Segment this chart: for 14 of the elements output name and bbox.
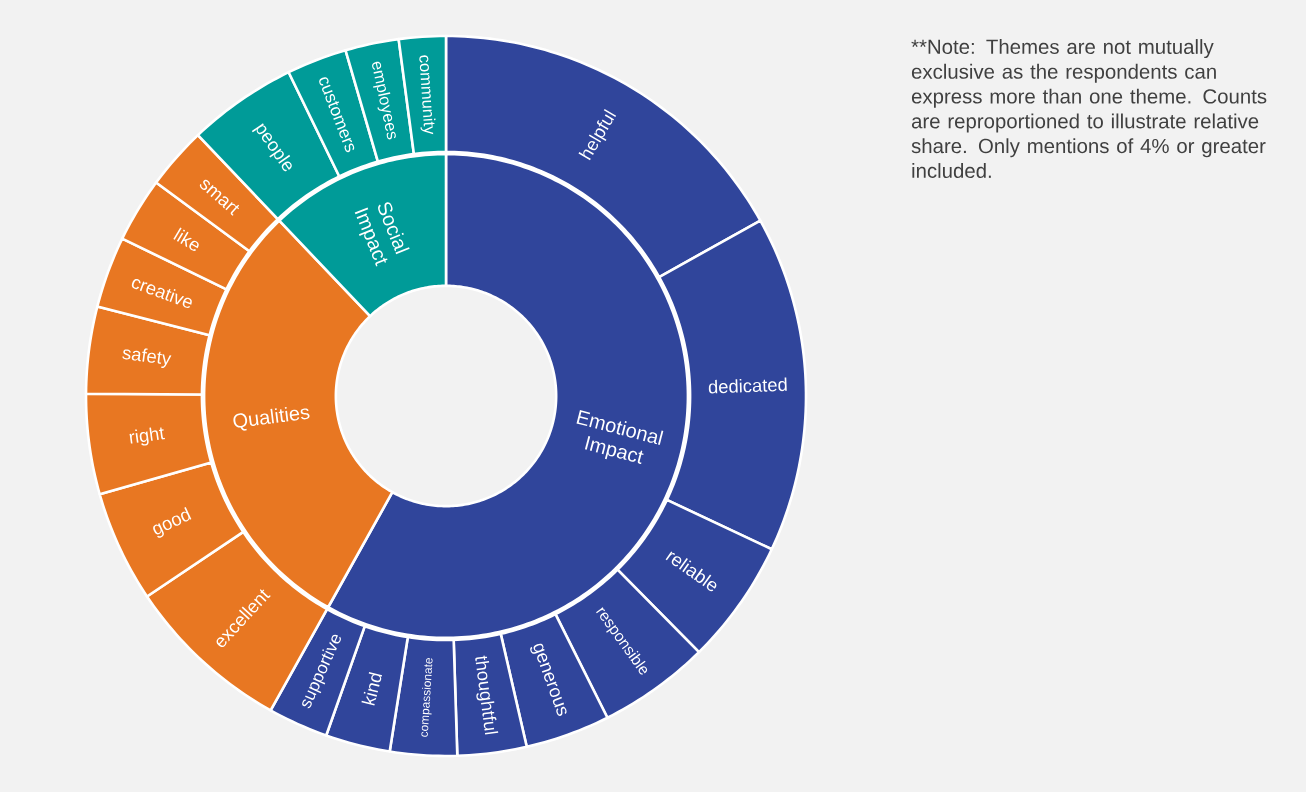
slice-label: dedicated [708,377,787,394]
slice-label: safety [122,348,172,368]
slice-label: compassionate [421,658,433,737]
slice-label: employees [372,61,396,140]
slice-label: community [419,55,436,135]
slice-label: good [153,506,192,538]
slice-label: Social Impact [354,202,410,267]
slice-label: right [129,427,165,446]
text: **Note: Themes are not mutually exclusive as the respondents can express more than one theme. Counts are reproportioned to illustrate relative share. Only mentions of 4% or greater included. [911,39,1267,179]
slice-label: kind [361,671,383,706]
slice-label: creative [131,279,192,308]
slice-label: Qualities [233,406,310,431]
slice-label: thoughtful [475,655,499,735]
slice-label: like [173,227,199,251]
